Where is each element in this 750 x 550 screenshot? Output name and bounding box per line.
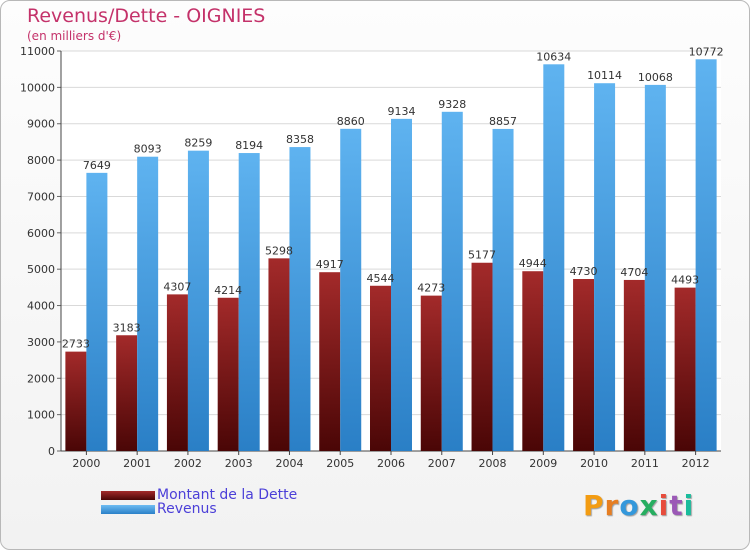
- legend-swatch-revenus: [101, 504, 155, 514]
- bar-dette: [573, 279, 595, 451]
- logo-letter: o: [619, 489, 640, 522]
- chart-subtitle: (en milliers d'€): [27, 29, 122, 43]
- x-tick-label: 2002: [174, 457, 202, 470]
- legend-swatch-dette: [101, 490, 155, 500]
- data-label-revenus: 8358: [286, 133, 314, 146]
- data-label-dette: 4917: [316, 258, 344, 271]
- x-tick-label: 2001: [123, 457, 151, 470]
- bar-revenus: [340, 128, 362, 451]
- logo-letter: x: [639, 489, 659, 522]
- x-tick-label: 2005: [326, 457, 354, 470]
- bar-revenus: [238, 153, 260, 451]
- data-label-revenus: 8093: [134, 143, 162, 156]
- bar-revenus: [543, 64, 565, 452]
- proxiti-logo: Proxiti: [583, 489, 694, 522]
- x-tick-label: 2009: [529, 457, 557, 470]
- data-label-dette: 4704: [620, 266, 648, 279]
- data-label-revenus: 10068: [638, 71, 673, 84]
- x-tick-label: 2010: [580, 457, 608, 470]
- bar-dette: [370, 285, 391, 451]
- legend-item-dette: Montant de la Dette: [101, 487, 298, 503]
- data-label-revenus: 10772: [689, 45, 724, 58]
- bar-dette: [522, 271, 544, 451]
- y-tick-label: 6000: [27, 227, 55, 240]
- x-tick-label: 2012: [682, 457, 710, 470]
- bar-revenus: [187, 150, 209, 451]
- chart-title: Revenus/Dette - OIGNIES: [27, 5, 266, 27]
- logo-letter: i: [658, 489, 670, 522]
- data-label-revenus: 8194: [235, 139, 263, 152]
- data-label-dette: 3183: [113, 321, 141, 334]
- y-tick-label: 0: [48, 445, 55, 458]
- logo-letter: i: [683, 489, 695, 522]
- bar-dette: [268, 258, 290, 451]
- bar-revenus: [137, 156, 159, 451]
- bar-dette: [65, 351, 87, 451]
- legend-item-revenus: Revenus: [101, 501, 217, 517]
- bar-revenus: [492, 128, 514, 451]
- logo-letter: t: [669, 489, 684, 522]
- bar-revenus: [391, 118, 412, 451]
- bar-dette: [420, 295, 442, 451]
- data-label-revenus: 8857: [489, 115, 517, 128]
- data-label-dette: 4730: [570, 265, 598, 278]
- data-label-revenus: 7649: [83, 159, 111, 172]
- bar-revenus: [594, 83, 616, 451]
- bar-dette: [217, 297, 239, 451]
- data-label-dette: 4544: [367, 272, 395, 285]
- bar-dette: [623, 279, 645, 451]
- bar-revenus: [441, 111, 463, 452]
- data-label-dette: 2733: [62, 338, 90, 351]
- data-label-dette: 4944: [519, 257, 547, 270]
- y-tick-label: 7000: [27, 190, 55, 203]
- bar-dette: [166, 294, 188, 451]
- logo-letter: P: [583, 489, 605, 522]
- data-label-revenus: 8860: [337, 115, 365, 128]
- bar-revenus: [644, 84, 666, 452]
- bar-dette: [471, 262, 493, 451]
- bar-revenus: [86, 172, 108, 451]
- data-label-revenus: 9328: [438, 98, 466, 111]
- bar-dette: [116, 335, 138, 451]
- data-label-revenus: 10634: [536, 50, 571, 63]
- data-label-dette: 4273: [417, 282, 445, 295]
- y-tick-label: 1000: [27, 409, 55, 422]
- y-tick-label: 4000: [27, 300, 55, 313]
- bar-revenus: [289, 147, 311, 451]
- data-label-revenus: 10114: [587, 69, 622, 82]
- data-label-dette: 4493: [671, 274, 699, 287]
- data-label-dette: 4307: [163, 280, 191, 293]
- x-tick-label: 2004: [275, 457, 303, 470]
- x-tick-label: 2003: [225, 457, 253, 470]
- data-label-revenus: 8259: [184, 137, 212, 150]
- y-tick-label: 10000: [20, 81, 55, 94]
- x-tick-label: 2008: [479, 457, 507, 470]
- logo-letter: r: [604, 489, 620, 522]
- legend-label-dette: Montant de la Dette: [157, 487, 298, 503]
- x-tick-label: 2007: [428, 457, 456, 470]
- y-tick-label: 8000: [27, 154, 55, 167]
- data-label-dette: 5298: [265, 244, 293, 257]
- bar-dette: [319, 272, 341, 451]
- x-tick-label: 2011: [631, 457, 659, 470]
- bar-revenus: [695, 59, 717, 452]
- bar-dette: [674, 287, 696, 451]
- y-tick-label: 3000: [27, 336, 55, 349]
- x-tick-label: 2000: [72, 457, 100, 470]
- data-label-dette: 4214: [214, 284, 242, 297]
- data-label-revenus: 9134: [388, 105, 416, 118]
- x-tick-label: 2006: [377, 457, 405, 470]
- y-tick-label: 2000: [27, 372, 55, 385]
- data-label-dette: 5177: [468, 249, 496, 262]
- y-tick-label: 9000: [27, 118, 55, 131]
- legend-label-revenus: Revenus: [157, 501, 217, 517]
- y-tick-label: 11000: [20, 45, 55, 58]
- y-tick-label: 5000: [27, 263, 55, 276]
